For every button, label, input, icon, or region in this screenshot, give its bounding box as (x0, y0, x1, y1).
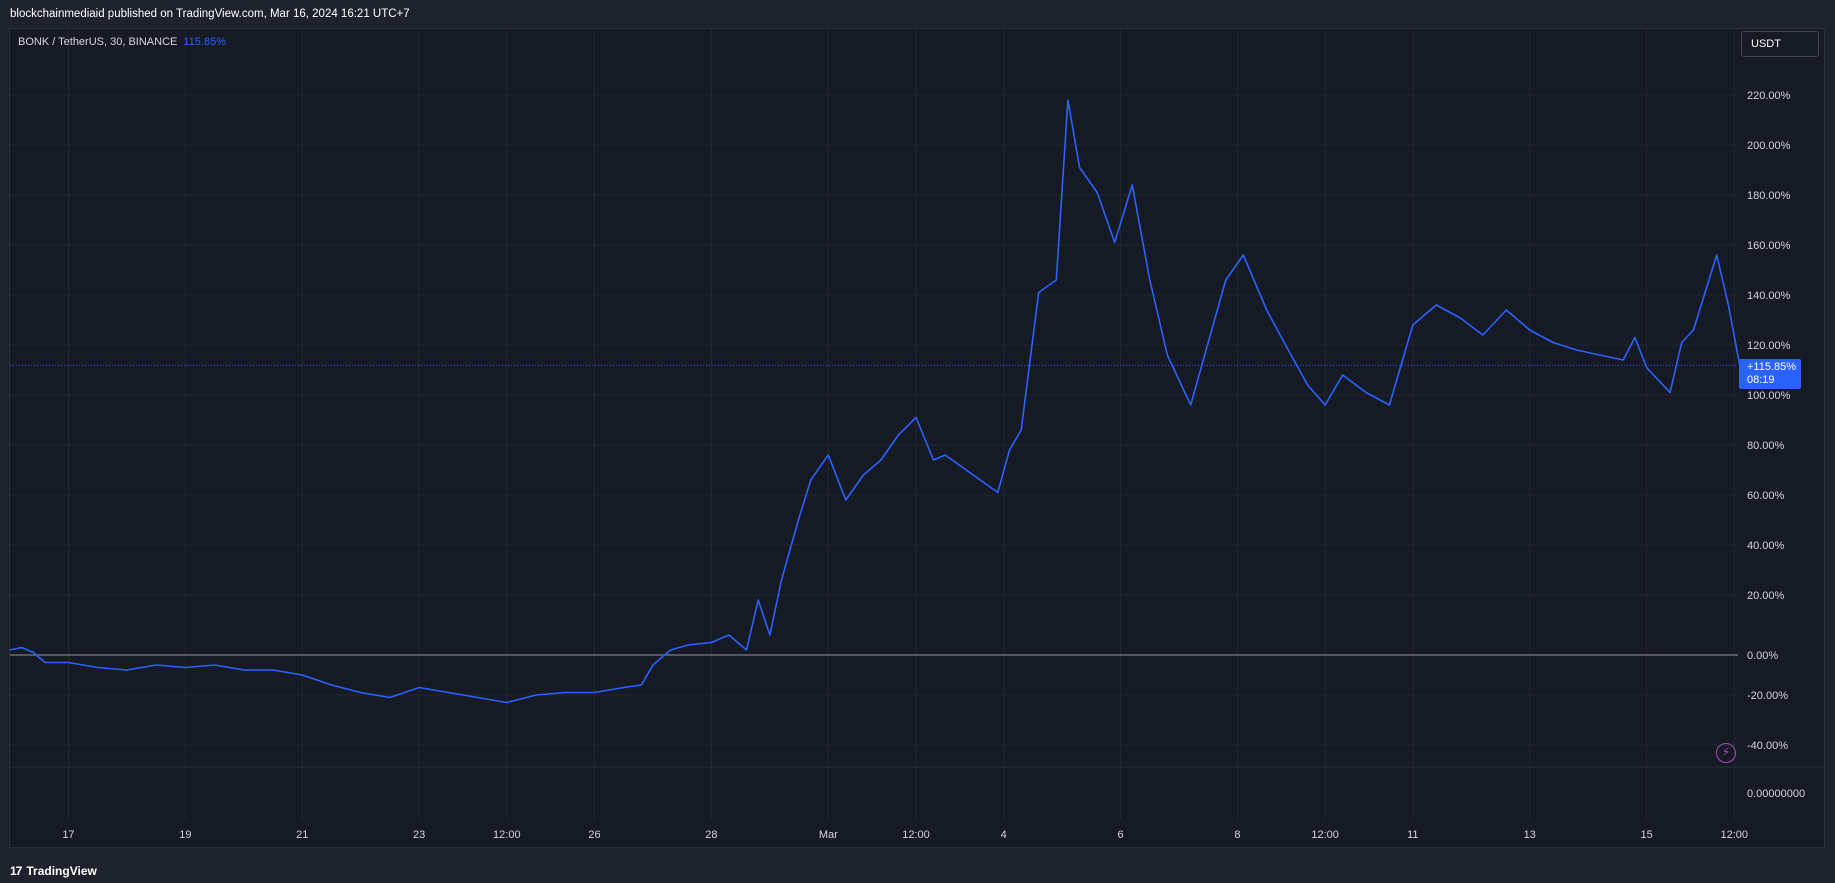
x-axis-tick-label: 17 (62, 829, 74, 841)
y-axis-tick-label: 220.00% (1747, 90, 1791, 102)
x-axis-tick-label: 11 (1407, 829, 1418, 841)
tradingview-brand: TradingView (26, 864, 97, 878)
x-axis-tick-label: 23 (413, 829, 425, 841)
publisher-bar: blockchainmediaid published on TradingVi… (0, 0, 1835, 28)
x-axis-tick-label: 26 (588, 829, 600, 841)
x-axis-tick-label: 12:00 (1311, 829, 1339, 841)
secondary-axis-label: 0.00000000 (1747, 788, 1805, 800)
lightning-bolt-icon[interactable]: ⚡ (1716, 743, 1736, 763)
tradingview-logo-mark: 17 (10, 864, 22, 878)
x-axis-tick-label: 4 (1001, 829, 1007, 841)
x-axis-tick-label: 12:00 (902, 829, 930, 841)
tradingview-logo[interactable]: 17 TradingView (10, 864, 97, 878)
bar-countdown: 08:19 (1747, 374, 1775, 386)
y-axis-tick-label: 60.00% (1747, 490, 1785, 502)
chart-legend: BONK / TetherUS, 30, BINANCE 115.85% (18, 36, 226, 48)
y-axis-tick-label: 120.00% (1747, 340, 1791, 352)
y-axis-tick-label: 200.00% (1747, 140, 1791, 152)
price-chart[interactable]: 220.00% 200.00% 180.00% 160.00% 140.00% 120.0… (0, 0, 1835, 856)
footer-bar: 17 TradingView (0, 856, 1835, 883)
x-axis-tick-label: 28 (705, 829, 717, 841)
currency-button[interactable]: USDT (1741, 31, 1819, 57)
x-axis-tick-label: 21 (296, 829, 308, 841)
x-axis-tick-label: Mar (819, 829, 838, 841)
x-axis-tick-label: 19 (179, 829, 191, 841)
x-axis-tick-label: 15 (1640, 829, 1652, 841)
y-axis-tick-label: 180.00% (1747, 190, 1791, 202)
x-axis-tick-label: 12:00 (493, 829, 521, 841)
y-axis-tick-label: 100.00% (1747, 390, 1791, 402)
chart-pane[interactable] (9, 28, 1825, 848)
x-axis-tick-label: 13 (1524, 829, 1536, 841)
y-axis-tick-label: 140.00% (1747, 290, 1791, 302)
x-axis-tick-label: 6 (1117, 829, 1123, 841)
last-price-value: +115.85% (1747, 361, 1797, 373)
y-axis-tick-label: 0.00% (1747, 650, 1778, 662)
x-axis-tick-label: 12:00 (1721, 829, 1749, 841)
legend-symbol: BONK / TetherUS, 30, BINANCE (18, 36, 178, 48)
legend-change: 115.85% (183, 36, 226, 48)
x-axis-tick-label: 8 (1234, 829, 1240, 841)
price-series-line (9, 99, 1750, 704)
y-axis-tick-label: 160.00% (1747, 240, 1791, 252)
last-price-tag: +115.85% 08:19 (1739, 359, 1801, 389)
published-text: blockchainmediaid published on TradingVi… (10, 8, 410, 20)
y-axis-tick-label: 20.00% (1747, 590, 1785, 602)
y-axis-tick-label: -20.00% (1747, 690, 1788, 702)
y-axis-tick-label: -40.00% (1747, 740, 1788, 752)
y-axis-tick-label: 80.00% (1747, 440, 1785, 452)
y-axis-tick-label: 40.00% (1747, 540, 1785, 552)
